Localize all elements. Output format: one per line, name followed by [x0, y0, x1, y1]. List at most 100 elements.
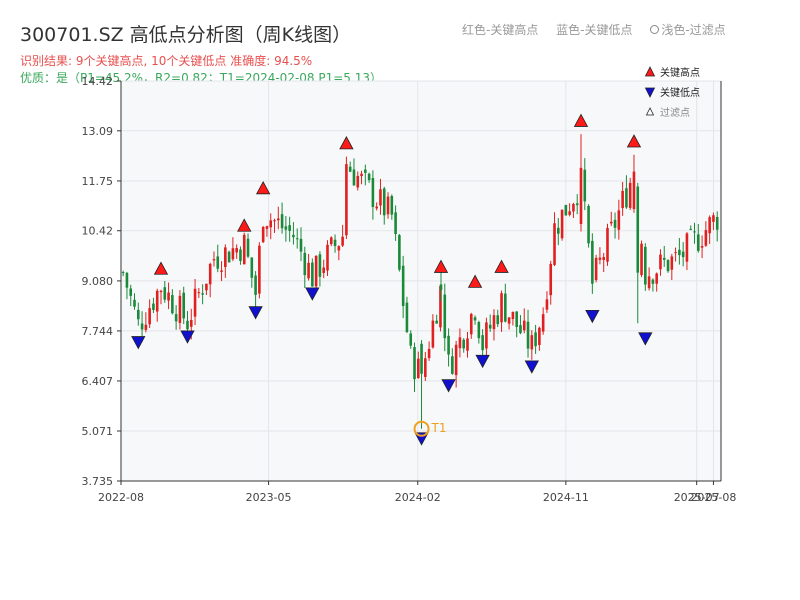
candle-body: [644, 246, 647, 285]
candle-body: [504, 293, 507, 322]
key-low-marker: [524, 360, 539, 374]
legend-red-text: 红色-关键高点: [462, 23, 539, 37]
x-tick-label: 2024-11: [543, 491, 589, 504]
legend-label: 关键低点: [660, 86, 700, 99]
candle-body: [280, 214, 284, 229]
candle-body: [712, 215, 715, 222]
candle-body: [273, 220, 276, 222]
top-legend: 红色-关键高点 蓝色-关键低点 浅色-过滤点: [462, 21, 740, 38]
legend-light-text: 浅色-过滤点: [650, 23, 726, 37]
candle-body: [628, 182, 632, 208]
candle-body: [451, 356, 454, 374]
candle-body: [477, 322, 481, 339]
candle-body: [367, 173, 371, 181]
candle-body: [189, 319, 193, 327]
candle-body: [193, 288, 197, 317]
candle-body: [678, 249, 681, 256]
candle-body: [583, 169, 587, 202]
y-tick-label: 7.744: [82, 325, 114, 338]
key-high-marker: [494, 259, 509, 273]
candle-body: [689, 228, 693, 230]
candle-body: [526, 321, 530, 349]
key-high-marker: [626, 134, 642, 148]
candle-body: [379, 189, 382, 206]
candle-body: [454, 344, 458, 376]
candle-body: [416, 358, 420, 379]
key-low-marker: [248, 306, 263, 320]
candle-body: [129, 288, 133, 296]
candle-body: [231, 248, 235, 260]
candle-body: [511, 311, 515, 319]
key-low-marker: [131, 336, 146, 350]
y-tick-label: 5.071: [82, 425, 114, 438]
candle-body: [462, 339, 466, 349]
candle-body: [443, 294, 447, 339]
candle-body: [258, 245, 261, 294]
candle-body: [458, 337, 462, 349]
candle-body: [439, 286, 442, 328]
key-low-marker: [638, 332, 653, 346]
candle-body: [307, 262, 310, 279]
legend-low-icon: [644, 87, 656, 98]
key-low-marker: [441, 379, 456, 393]
candle-body: [390, 195, 394, 215]
candle-body: [216, 256, 220, 269]
candle-body: [227, 251, 231, 263]
key-low-marker: [305, 287, 320, 301]
candle-body: [352, 169, 356, 186]
candle-body: [201, 293, 204, 295]
candle-body: [326, 244, 329, 271]
candle-body: [564, 205, 568, 216]
candle-body: [636, 186, 640, 273]
candle-body: [337, 246, 341, 251]
candle-body: [382, 188, 386, 216]
candle-body: [121, 272, 125, 274]
candle-body: [681, 251, 685, 258]
candle-body: [579, 167, 583, 225]
candle-body: [545, 299, 549, 310]
candle-body: [250, 257, 254, 278]
candle-body: [568, 211, 571, 215]
key-high-marker: [433, 259, 449, 273]
candle-body: [341, 236, 344, 246]
candle-body: [541, 314, 545, 332]
candle-body: [152, 303, 155, 310]
candle-body: [530, 335, 534, 350]
x-tick-label: 2022-08: [98, 491, 144, 504]
candle-body: [163, 287, 167, 300]
candle-body: [447, 335, 450, 355]
candle-body: [439, 284, 443, 290]
candle-body: [295, 238, 299, 240]
y-tick-label: 3.735: [82, 475, 114, 488]
candle-body: [519, 325, 522, 334]
candle-body: [186, 320, 189, 330]
candle-body: [220, 270, 223, 272]
candle-body: [398, 235, 401, 270]
candle-body: [409, 333, 413, 346]
candle-body: [333, 239, 337, 247]
y-tick-label: 6.407: [82, 375, 114, 388]
legend-blue-text: 蓝色-关键低点: [556, 23, 633, 37]
candle-body: [522, 320, 526, 331]
candle-body: [485, 322, 488, 349]
candle-body: [704, 230, 708, 246]
candle-body: [329, 237, 333, 245]
y-tick-label: 13.09: [82, 125, 114, 138]
candle-body: [360, 173, 363, 177]
candle-body: [345, 164, 348, 236]
candle-body: [235, 248, 238, 253]
candle-body: [670, 256, 674, 270]
legend-label: 关键高点: [660, 66, 700, 79]
x-tick-label: 2025-08: [690, 491, 736, 504]
x-tick-label: 2025-07: [674, 491, 720, 504]
y-tick-label: 11.75: [82, 175, 114, 188]
key-high-marker: [339, 136, 354, 150]
candle-body: [269, 220, 273, 228]
y-tick-label: 9.080: [82, 275, 114, 288]
candle-body: [666, 260, 670, 272]
candle-body: [424, 358, 427, 377]
candle-body: [171, 295, 174, 314]
y-tick-label: 10.42: [82, 225, 114, 238]
candle-body: [655, 273, 658, 284]
candle-body: [685, 233, 689, 262]
